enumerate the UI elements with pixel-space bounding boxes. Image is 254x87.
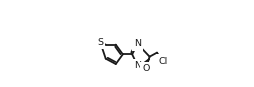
Text: N: N [134, 61, 141, 70]
Text: Cl: Cl [158, 57, 167, 66]
Text: N: N [134, 39, 141, 48]
Text: O: O [142, 64, 150, 73]
Text: S: S [97, 38, 103, 47]
